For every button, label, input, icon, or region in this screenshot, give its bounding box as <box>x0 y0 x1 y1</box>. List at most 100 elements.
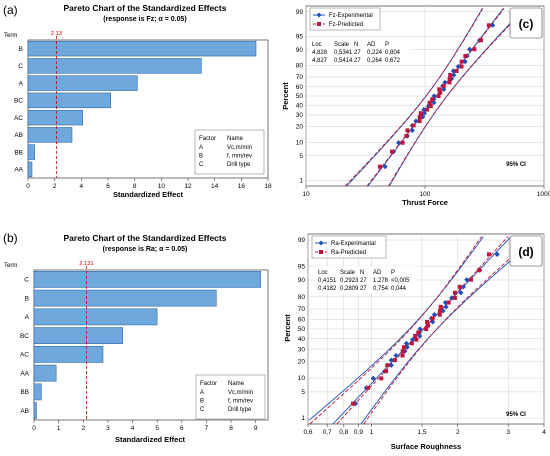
predicted-point <box>438 308 443 313</box>
x-tick-label: 4 <box>80 183 84 190</box>
fit-line <box>367 8 504 187</box>
predicted-point <box>448 72 453 77</box>
x-tick-label: 1000 <box>537 191 550 198</box>
predicted-point <box>447 76 452 81</box>
panel-label-c: (c) <box>519 17 534 31</box>
experimental-point <box>490 22 496 28</box>
predicted-point <box>417 119 422 124</box>
y-tick-label: 80 <box>296 63 304 70</box>
category-label: AA <box>14 167 23 174</box>
pareto-bar <box>33 308 158 326</box>
xlabel-a: Standardized Effect <box>113 190 184 199</box>
chart-title-a: Pareto Chart of the Standardized Effects <box>64 3 227 13</box>
category-label: A <box>19 80 24 87</box>
pareto-bar <box>27 58 202 74</box>
name-header: Name <box>227 136 244 142</box>
probability-plot-fz-svg: 1 5 10 20 30 40 50 60 70 80 90 95 99 10 100 1000 Fz-Ex… <box>280 0 550 212</box>
experimental-point <box>420 114 426 120</box>
y-tick-label: 60 <box>298 317 306 324</box>
y-tick-label: 10 <box>296 140 304 147</box>
stats-cell: 27 <box>354 58 361 64</box>
x-tick-label: 3 <box>506 429 510 436</box>
ci-lower-line <box>346 8 483 187</box>
y-tick-label: 20 <box>296 124 304 131</box>
points-d <box>351 251 500 407</box>
factor-code: A <box>199 145 203 151</box>
stats-cell: 1,278 <box>373 278 389 284</box>
legend-c: Fz-Experimental Fz-Predicted <box>309 7 381 31</box>
y-tick-label: 60 <box>296 84 304 91</box>
factor-code: C <box>200 407 205 413</box>
predicted-point <box>401 345 406 350</box>
chart-subtitle-a: (response is Fz; α = 0.05) <box>103 16 186 23</box>
x-tick-label: 0,9 <box>354 429 363 436</box>
x-ticks-d: 0,6 0,7 0,8 0,9 1 1,5 2 3 4 <box>303 234 546 436</box>
plot-frame-a <box>27 39 269 179</box>
stats-cell: 27 <box>354 50 361 56</box>
stats-cell: 4,827 <box>312 58 328 64</box>
x-tick-label: 0,7 <box>323 429 332 436</box>
pareto-bar <box>27 92 111 109</box>
factor-name: f, mm/rev <box>228 399 253 405</box>
category-label: A <box>25 314 30 321</box>
category-label: C <box>24 277 29 284</box>
y-tick-label: 90 <box>298 277 306 284</box>
predicted-point <box>411 123 416 128</box>
ylabel-d: Percent <box>283 314 292 342</box>
pareto-bar <box>27 161 33 178</box>
predicted-point <box>454 68 459 73</box>
predicted-point <box>409 341 414 346</box>
stats-cell: 0,2809 <box>340 286 359 292</box>
predicted-point <box>417 115 422 120</box>
factor-table-a-content: Factor Name A Vc,m/min B f, mm/rev C Drill type <box>199 136 252 168</box>
stats-table-d: Loc Scale N AD P 0,4151 0,2923 27 1,278 <0,005 0,4… <box>315 266 417 293</box>
stats-cell: 0,4151 <box>318 278 337 284</box>
xlabel-c: Thrust Force <box>402 198 448 207</box>
predicted-point <box>437 312 442 317</box>
name-header: Name <box>228 381 245 387</box>
panel-label-b: (b) <box>3 231 18 245</box>
x-tick-label: 0,6 <box>303 429 312 436</box>
x-tick-label: 2 <box>81 425 85 432</box>
y-tick-label: 30 <box>298 346 306 353</box>
predicted-point <box>405 128 410 133</box>
experimental-point <box>417 326 423 332</box>
stats-header: AD <box>367 42 376 48</box>
x-ticks-c: 10 100 1000 <box>302 6 550 198</box>
x-tick-label: 1,5 <box>417 429 426 436</box>
y-tick-label: 10 <box>298 375 306 382</box>
stats-header: Scale <box>334 42 350 48</box>
x-tick-label: 1 <box>370 429 374 436</box>
predicted-point <box>385 363 390 368</box>
predicted-point <box>446 300 451 305</box>
factor-header: Factor <box>200 381 217 387</box>
experimental-point <box>431 312 438 318</box>
reference-line-a: 2.13 <box>51 31 62 178</box>
ci-label-d: 95% CI <box>506 412 526 418</box>
x-tick-label: 10 <box>302 191 310 198</box>
predicted-point <box>438 304 443 309</box>
y-tick-label: 95 <box>298 263 306 270</box>
panel-label-d-box <box>509 235 543 267</box>
x-tick-label: 2 <box>53 183 57 190</box>
x-tick-label: 3 <box>106 425 110 432</box>
stats-header: P <box>391 270 395 276</box>
experimental-point <box>443 304 449 310</box>
predicted-point <box>377 164 382 169</box>
stats-header: N <box>354 42 358 48</box>
reference-line-b: 2.131 <box>79 261 94 420</box>
y-tick-label: 99 <box>298 237 306 244</box>
stats-cell: 4,828 <box>312 50 328 56</box>
x-tick-label: 1 <box>57 425 61 432</box>
experimental-point <box>494 251 500 257</box>
x-ticks-a: 0 2 4 6 8 10 12 14 16 18 <box>26 178 272 190</box>
predicted-point <box>472 47 477 52</box>
fit-line <box>336 236 509 425</box>
stats-header: Loc <box>312 42 322 48</box>
factor-table-a <box>194 129 265 175</box>
category-label: BB <box>14 149 23 156</box>
y-tick-label: 95 <box>296 34 304 41</box>
predicted-point <box>424 327 429 331</box>
x-tick-label: 12 <box>184 183 192 190</box>
